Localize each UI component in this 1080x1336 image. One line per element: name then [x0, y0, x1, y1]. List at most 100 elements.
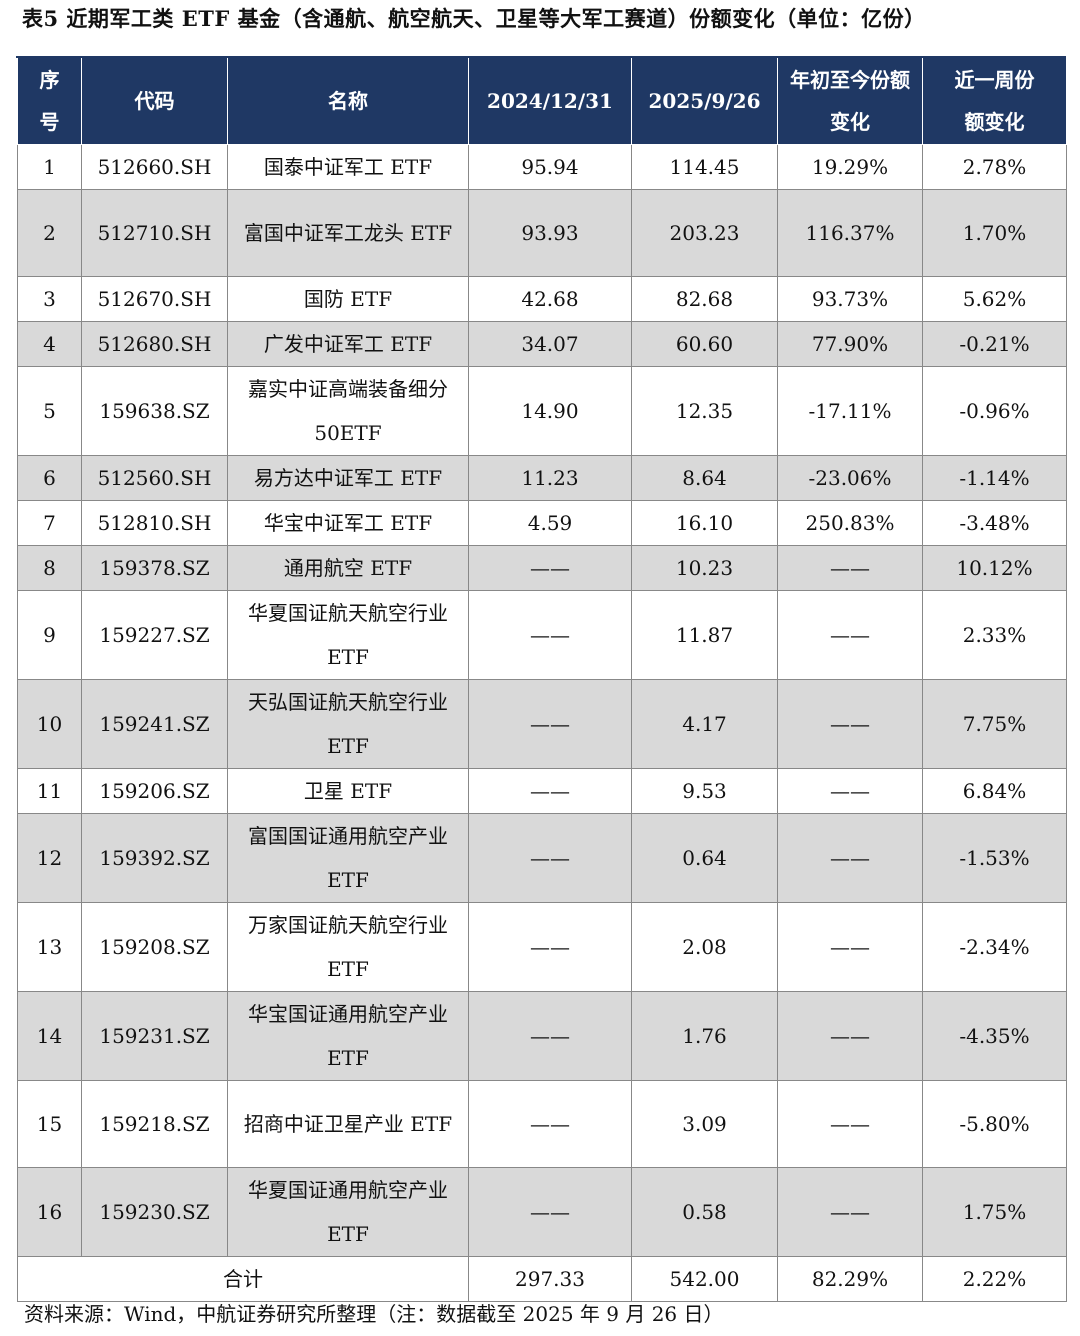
row-date-2024: 42.68 [468, 276, 632, 322]
row-date-2025: 82.68 [631, 276, 778, 322]
row-ytd-change: 250.83% [777, 500, 923, 546]
row-seq: 1 [17, 144, 82, 190]
row-seq: 16 [17, 1167, 82, 1257]
table-row: 7 512810.SH 华宝中证军工 ETF 4.59 16.10 250.83% -3.4… [17, 500, 1067, 546]
row-week-change: -4.35% [922, 991, 1067, 1081]
row-ytd-change: —— [777, 768, 923, 814]
row-date-2024: 4.59 [468, 500, 632, 546]
row-name: 招商中证卫星产业 ETF [227, 1080, 469, 1168]
row-code: 512560.SH [81, 455, 228, 501]
header-ytd-change: 年初至今份额变化 [777, 58, 923, 145]
row-date-2024: —— [468, 991, 632, 1081]
row-date-2025: 60.60 [631, 321, 778, 367]
header-row: 序号 代码 名称 2024/12/31 2025/9/26 年初至今份额变化 近… [17, 58, 1067, 145]
row-date-2025: 10.23 [631, 545, 778, 591]
total-date-2025: 542.00 [631, 1256, 778, 1302]
row-date-2025: 203.23 [631, 189, 778, 277]
row-date-2024: 11.23 [468, 455, 632, 501]
total-ytd-change: 82.29% [777, 1256, 923, 1302]
table-row: 16 159230.SZ 华夏国证通用航空产业 ETF —— 0.58 —— 1.75% [17, 1167, 1067, 1257]
row-date-2024: 34.07 [468, 321, 632, 367]
row-date-2024: —— [468, 679, 632, 769]
row-date-2025: 1.76 [631, 991, 778, 1081]
table-row: 5 159638.SZ 嘉实中证高端装备细分 50ETF 14.90 12.35 -17.… [17, 366, 1067, 456]
header-code: 代码 [81, 58, 228, 145]
table-row: 9 159227.SZ 华夏国证航天航空行业 ETF —— 11.87 —— 2.33% [17, 590, 1067, 680]
row-code: 159231.SZ [81, 991, 228, 1081]
row-name: 华宝中证军工 ETF [227, 500, 469, 546]
row-code: 512670.SH [81, 276, 228, 322]
row-code: 159638.SZ [81, 366, 228, 456]
row-seq: 8 [17, 545, 82, 591]
row-code: 512710.SH [81, 189, 228, 277]
row-ytd-change: 77.90% [777, 321, 923, 367]
table-row: 13 159208.SZ 万家国证航天航空行业 ETF —— 2.08 —— -2.34% [17, 902, 1067, 992]
row-seq: 6 [17, 455, 82, 501]
row-date-2024: 14.90 [468, 366, 632, 456]
row-name: 富国国证通用航空产业 ETF [227, 813, 469, 903]
row-date-2025: 2.08 [631, 902, 778, 992]
row-seq: 9 [17, 590, 82, 680]
row-code: 159378.SZ [81, 545, 228, 591]
row-code: 159206.SZ [81, 768, 228, 814]
row-date-2024: —— [468, 902, 632, 992]
row-name: 广发中证军工 ETF [227, 321, 469, 367]
row-code: 159392.SZ [81, 813, 228, 903]
row-week-change: -0.21% [922, 321, 1067, 367]
row-name: 卫星 ETF [227, 768, 469, 814]
row-ytd-change: —— [777, 813, 923, 903]
row-code: 159241.SZ [81, 679, 228, 769]
row-date-2024: —— [468, 768, 632, 814]
table-row: 4 512680.SH 广发中证军工 ETF 34.07 60.60 77.90% -0.2… [17, 321, 1067, 367]
row-date-2024: —— [468, 1080, 632, 1168]
row-date-2024: —— [468, 813, 632, 903]
row-seq: 13 [17, 902, 82, 992]
row-ytd-change: -23.06% [777, 455, 923, 501]
table-row: 12 159392.SZ 富国国证通用航空产业 ETF —— 0.64 —— -1.53% [17, 813, 1067, 903]
header-week-change: 近一周份额变化 [922, 58, 1067, 145]
total-date-2024: 297.33 [468, 1256, 632, 1302]
row-date-2024: —— [468, 1167, 632, 1257]
row-seq: 14 [17, 991, 82, 1081]
row-name: 富国中证军工龙头 ETF [227, 189, 469, 277]
row-date-2025: 3.09 [631, 1080, 778, 1168]
row-ytd-change: 116.37% [777, 189, 923, 277]
row-week-change: -2.34% [922, 902, 1067, 992]
row-seq: 12 [17, 813, 82, 903]
row-date-2025: 16.10 [631, 500, 778, 546]
row-name: 国泰中证军工 ETF [227, 144, 469, 190]
row-week-change: 10.12% [922, 545, 1067, 591]
row-ytd-change: —— [777, 1080, 923, 1168]
header-seq: 序号 [17, 58, 82, 145]
row-ytd-change: —— [777, 991, 923, 1081]
row-name: 华宝国证通用航空产业 ETF [227, 991, 469, 1081]
table-row: 8 159378.SZ 通用航空 ETF —— 10.23 —— 10.12% [17, 545, 1067, 591]
row-code: 512680.SH [81, 321, 228, 367]
row-week-change: -3.48% [922, 500, 1067, 546]
row-ytd-change: —— [777, 545, 923, 591]
row-seq: 11 [17, 768, 82, 814]
row-name: 华夏国证通用航空产业 ETF [227, 1167, 469, 1257]
row-week-change: 1.70% [922, 189, 1067, 277]
total-row: 合计 297.33 542.00 82.29% 2.22% [17, 1256, 1067, 1302]
row-ytd-change: —— [777, 590, 923, 680]
row-date-2025: 12.35 [631, 366, 778, 456]
row-name: 易方达中证军工 ETF [227, 455, 469, 501]
row-seq: 3 [17, 276, 82, 322]
row-code: 512810.SH [81, 500, 228, 546]
table-row: 10 159241.SZ 天弘国证航天航空行业 ETF —— 4.17 —— 7.75% [17, 679, 1067, 769]
row-ytd-change: —— [777, 902, 923, 992]
table-row: 6 512560.SH 易方达中证军工 ETF 11.23 8.64 -23.06% -1.… [17, 455, 1067, 501]
row-date-2025: 114.45 [631, 144, 778, 190]
row-code: 159218.SZ [81, 1080, 228, 1168]
row-date-2025: 8.64 [631, 455, 778, 501]
row-week-change: 2.78% [922, 144, 1067, 190]
row-name: 通用航空 ETF [227, 545, 469, 591]
row-ytd-change: -17.11% [777, 366, 923, 456]
row-week-change: 7.75% [922, 679, 1067, 769]
row-seq: 7 [17, 500, 82, 546]
header-date-2024: 2024/12/31 [468, 58, 632, 145]
row-week-change: -5.80% [922, 1080, 1067, 1168]
row-code: 159208.SZ [81, 902, 228, 992]
table-title: 表5 近期军工类 ETF 基金（含通航、航空航天、卫星等大军工赛道）份额变化（单… [22, 6, 926, 31]
